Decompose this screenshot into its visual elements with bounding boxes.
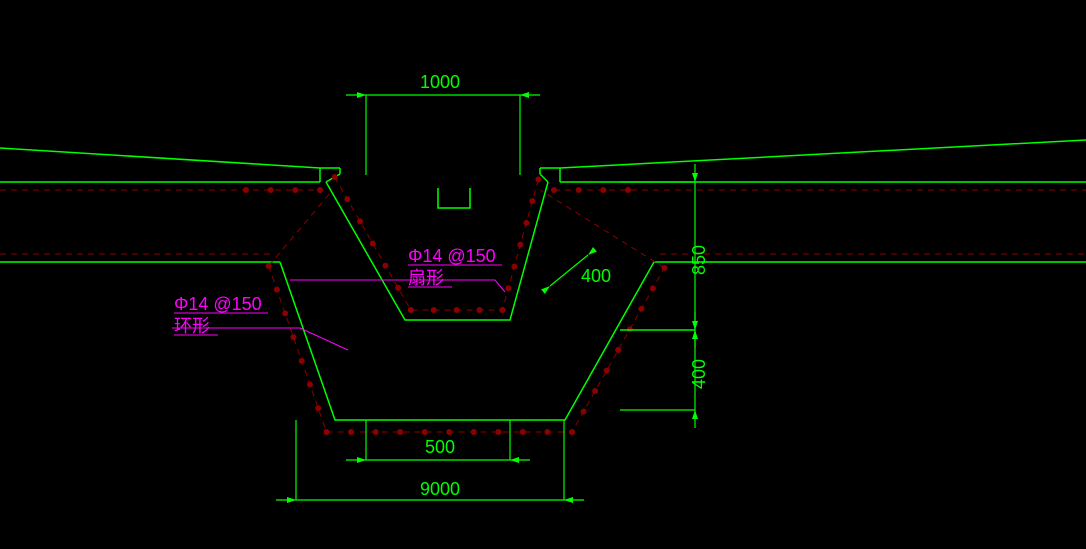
rebar-dot (446, 429, 452, 435)
rebar-dot (332, 174, 338, 180)
rebar-dot (576, 187, 582, 193)
rebar-dot (454, 307, 460, 313)
rebar-dot (382, 263, 388, 269)
rebar-dot (408, 307, 414, 313)
rebar-dot (517, 242, 523, 248)
rebar-dot (592, 388, 598, 394)
dim-500: 500 (425, 437, 455, 457)
grade-line-left (0, 148, 320, 168)
cad-cross-section: 10008504004005009000Φ14 @150扇形Φ14 @150环形 (0, 0, 1086, 549)
rebar-dot (431, 307, 437, 313)
dim-oblique-400: 400 (581, 266, 611, 286)
svg-text:环形: 环形 (174, 316, 210, 336)
rebar-dot (299, 358, 305, 364)
dim-9000: 9000 (420, 479, 460, 499)
rebar-dot (505, 285, 511, 291)
rebar-dot (292, 187, 298, 193)
rebar-dot (529, 198, 535, 204)
grade-line-right (560, 140, 1086, 168)
rebar-dot (520, 429, 526, 435)
svg-text:扇形: 扇形 (408, 268, 444, 288)
rebar-dot (274, 287, 280, 293)
rebar-dot (615, 347, 621, 353)
rebar-dot (499, 307, 505, 313)
dim-850: 850 (689, 245, 709, 275)
rebar-dot (569, 429, 575, 435)
dim-400: 400 (689, 359, 709, 389)
rebar-dot (395, 285, 401, 291)
rebar-dot (290, 334, 296, 340)
rebar-dot (397, 429, 403, 435)
rebar-dot (523, 220, 529, 226)
rebar-dot (344, 196, 350, 202)
rebar-dot (650, 285, 656, 291)
rebar-dot (600, 187, 606, 193)
dim-1000: 1000 (420, 72, 460, 92)
rebar-dot (544, 429, 550, 435)
rebar-dot (373, 429, 379, 435)
rebar-dot (243, 187, 249, 193)
label-扇形: Φ14 @150 (408, 246, 496, 266)
rebar-dot (323, 429, 329, 435)
rebar-dot (625, 187, 631, 193)
rebar-dot (307, 382, 313, 388)
rebar-dot (282, 310, 288, 316)
rebar-dot (581, 408, 587, 414)
rebar-dot (268, 187, 274, 193)
rebar-dot (315, 405, 321, 411)
rebar-dot (370, 241, 376, 247)
rebar-dot (357, 218, 363, 224)
rebar-dot (422, 429, 428, 435)
rebar-dot (604, 367, 610, 373)
rebar-dot (495, 429, 501, 435)
label-环形: Φ14 @150 (174, 294, 262, 314)
rebar-dot (348, 429, 354, 435)
rebar-dot (317, 187, 323, 193)
rebar-dot (551, 187, 557, 193)
rebar-dot (471, 429, 477, 435)
rebar-dot (511, 263, 517, 269)
rebar-dot (638, 306, 644, 312)
rebar-dot (476, 307, 482, 313)
rebar-dot (535, 176, 541, 182)
